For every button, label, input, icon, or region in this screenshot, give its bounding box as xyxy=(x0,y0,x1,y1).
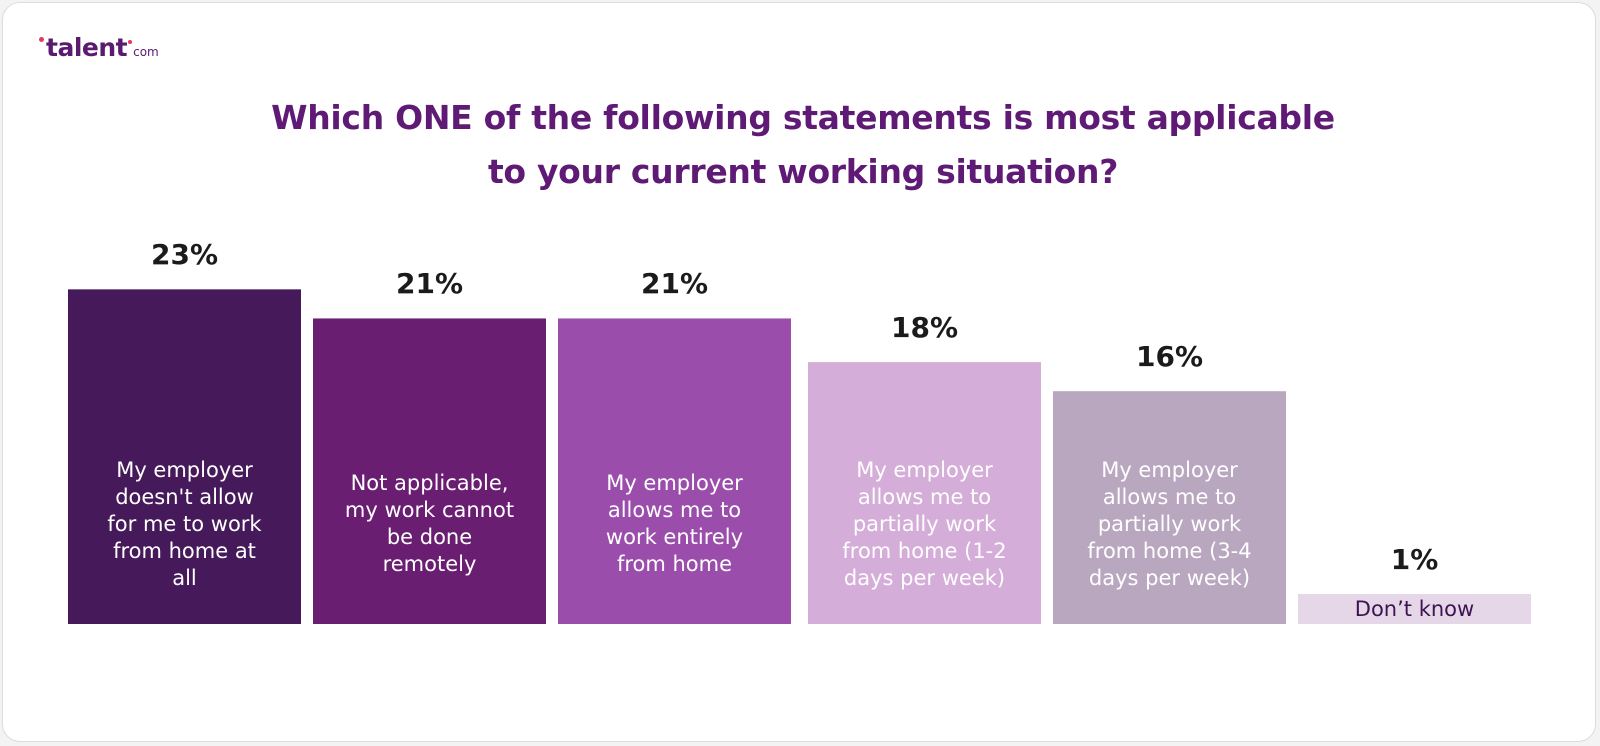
bar-1 xyxy=(68,289,301,624)
bar-4 xyxy=(808,362,1041,624)
bar-2 xyxy=(313,318,546,624)
chart-title-line-1: Which ONE of the following statements is… xyxy=(271,98,1335,137)
bar-value-label: 18% xyxy=(890,311,959,345)
logo-word: talent xyxy=(46,33,128,62)
bar-category-label: My employer doesn't allow for me to work… xyxy=(107,457,262,590)
bar-value-label: 21% xyxy=(395,267,464,301)
bar-value-label: 16% xyxy=(1135,340,1204,374)
bar-category-label: My employer allows me to partially work … xyxy=(1087,457,1252,590)
bar-category-label: My employer allows me to work entirely f… xyxy=(605,471,744,576)
bar-value-label: 1% xyxy=(1390,543,1439,576)
bar-category-label: My employer allows me to partially work … xyxy=(842,457,1007,590)
talent-logo: talent com xyxy=(39,33,159,62)
bar-3 xyxy=(558,318,791,624)
bar-category-label: Not applicable, my work cannot be done r… xyxy=(344,471,515,576)
chart-title: Which ONE of the following statements is… xyxy=(103,91,1503,199)
logo-dot-icon xyxy=(39,37,44,42)
bar-6 xyxy=(1298,594,1531,624)
logo-dot-icon xyxy=(128,40,133,44)
logo-suffix: com xyxy=(133,45,159,59)
bar-5 xyxy=(1053,391,1286,624)
chart-title-line-2: to your current working situation? xyxy=(487,152,1119,191)
bar-value-label: 21% xyxy=(640,267,709,301)
bar-category-label: Don’t know xyxy=(1354,596,1475,621)
bar-value-label: 23% xyxy=(150,238,219,272)
